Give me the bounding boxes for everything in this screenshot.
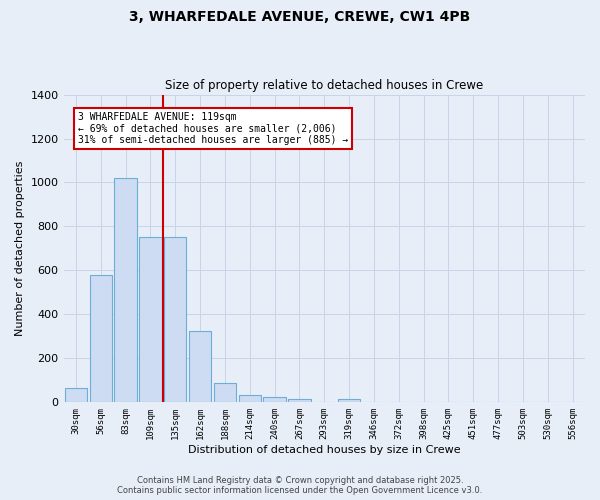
Bar	[263, 398, 286, 402]
Bar	[89, 275, 112, 402]
Text: 3, WHARFEDALE AVENUE, CREWE, CW1 4PB: 3, WHARFEDALE AVENUE, CREWE, CW1 4PB	[130, 10, 470, 24]
Text: 3 WHARFEDALE AVENUE: 119sqm
← 69% of detached houses are smaller (2,006)
31% of : 3 WHARFEDALE AVENUE: 119sqm ← 69% of det…	[78, 112, 348, 146]
Bar	[239, 394, 261, 402]
Bar	[189, 331, 211, 402]
Bar	[214, 382, 236, 402]
Bar	[338, 399, 360, 402]
Y-axis label: Number of detached properties: Number of detached properties	[15, 161, 25, 336]
Title: Size of property relative to detached houses in Crewe: Size of property relative to detached ho…	[165, 79, 484, 92]
Bar	[65, 388, 87, 402]
Text: Contains HM Land Registry data © Crown copyright and database right 2025.
Contai: Contains HM Land Registry data © Crown c…	[118, 476, 482, 495]
Bar	[139, 238, 161, 402]
Bar	[288, 399, 311, 402]
X-axis label: Distribution of detached houses by size in Crewe: Distribution of detached houses by size …	[188, 445, 461, 455]
Bar	[115, 178, 137, 402]
Bar	[164, 238, 187, 402]
